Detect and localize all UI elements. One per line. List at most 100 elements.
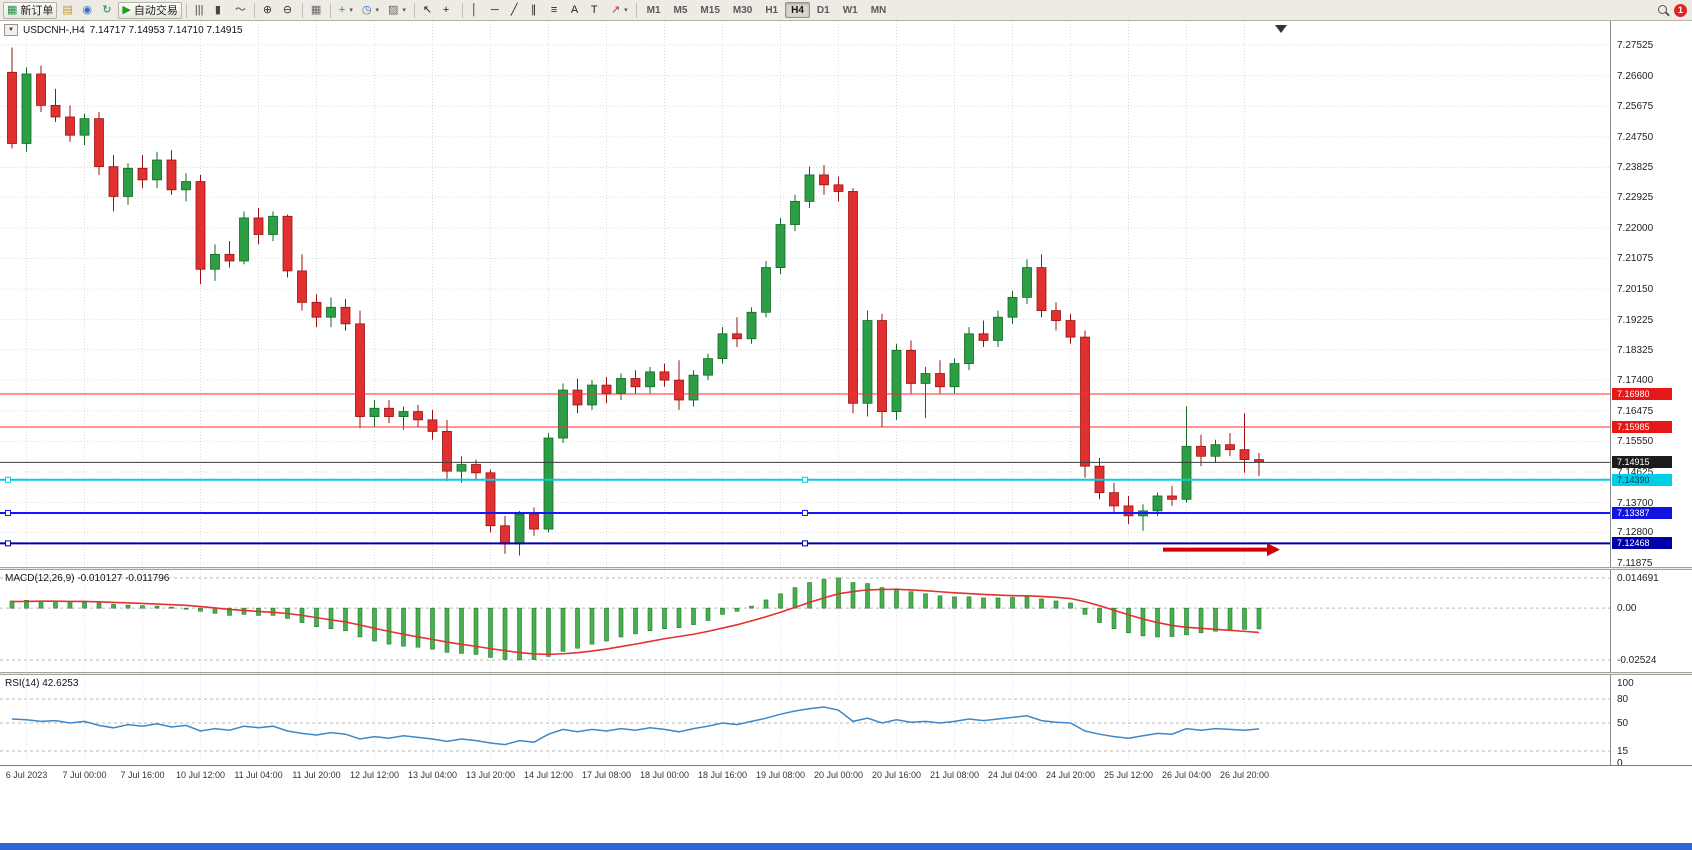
timeframe-h4-button[interactable]: H4 (785, 2, 810, 18)
auto-trading-button[interactable]: ▶ 自动交易 (118, 1, 182, 19)
arrow-icon: ↗ (610, 3, 621, 16)
price-tick: 7.27525 (1617, 40, 1654, 51)
rsi-axis-label: 100 (1617, 678, 1634, 689)
line-chart-button[interactable]: ～ (231, 2, 250, 19)
timeframe-m1-button[interactable]: M1 (646, 4, 661, 16)
time-axis-label: 26 Jul 04:00 (1161, 770, 1212, 780)
price-tick: 7.16475 (1617, 405, 1654, 417)
time-axis-label: 25 Jul 12:00 (1103, 770, 1154, 780)
time-axis-label: 6 Jul 2023 (5, 770, 48, 780)
crosshair-button[interactable]: + (439, 2, 458, 19)
label-button[interactable]: T (587, 2, 606, 19)
crosshair-icon: + (442, 3, 450, 16)
macd-chart (0, 570, 1610, 672)
template-icon: ▨ (387, 3, 399, 16)
label-icon: T (590, 3, 598, 16)
main-chart-pane[interactable]: 7.27525 7.26600 7.25675 7.24750 7.23825 7.229… (0, 21, 1692, 569)
rsi-axis: 100 80 50 15 0 (1610, 675, 1692, 769)
chart-shift-marker[interactable] (1275, 25, 1287, 33)
level-line-handle[interactable] (802, 509, 808, 516)
text-button[interactable]: A (567, 2, 586, 19)
level-line-handle[interactable] (802, 540, 808, 547)
time-axis-label: 18 Jul 16:00 (697, 770, 748, 780)
layouts-button[interactable]: ▤ (58, 2, 77, 19)
rsi-axis-label: 50 (1617, 718, 1629, 729)
time-axis-label: 12 Jul 12:00 (349, 770, 400, 780)
new-order-button[interactable]: ▦ 新订单 (3, 1, 58, 19)
time-axis-label: 21 Jul 08:00 (929, 770, 980, 780)
price-tick: 7.26600 (1617, 70, 1654, 82)
price-tick: 7.13700 (1617, 497, 1654, 509)
arrows-button[interactable]: ↗ ▾ (607, 2, 632, 19)
zoom-in-button[interactable]: ⊕ (259, 2, 278, 19)
timeframe-w1-button[interactable]: W1 (842, 4, 858, 16)
time-axis-label: 7 Jul 00:00 (62, 770, 107, 780)
candlestick-chart-button[interactable]: ▮ (211, 2, 230, 19)
timeframe-mn-button[interactable]: MN (870, 4, 887, 16)
pane-separator[interactable] (0, 567, 1692, 570)
caret-down-icon: ▾ (375, 7, 379, 14)
timeframe-m5-button[interactable]: M5 (673, 4, 688, 16)
cursor-button[interactable]: ↖ (419, 2, 438, 19)
pane-separator[interactable] (0, 672, 1692, 675)
window-filler (0, 785, 1692, 843)
horizontal-line-button[interactable]: ─ (487, 2, 506, 19)
new-order-button-label: 新订单 (20, 5, 54, 17)
bar-chart-button[interactable]: ||| (191, 2, 210, 19)
channel-icon: ∥ (530, 3, 537, 16)
level-line-handle[interactable] (5, 476, 11, 483)
price-tag: 7.16980 (1612, 388, 1672, 401)
vertical-line-button[interactable]: │ (467, 2, 486, 19)
refresh-button[interactable]: ↻ (98, 2, 117, 19)
fibonacci-icon: ≡ (550, 3, 558, 16)
zoom-out-button[interactable]: ⊖ (279, 2, 298, 19)
time-axis-label: 24 Jul 20:00 (1045, 770, 1096, 780)
notification-badge[interactable]: 1 (1674, 3, 1687, 17)
level-line-handle[interactable] (5, 509, 11, 516)
timeframe-m30-button[interactable]: M30 (732, 4, 753, 16)
time-axis[interactable]: 6 Jul 2023 7 Jul 00:00 7 Jul 16:00 10 Jul 1… (0, 765, 1692, 785)
price-tick: 7.24750 (1617, 131, 1654, 143)
chart-menu-button[interactable]: ▼ (4, 24, 18, 36)
macd-axis-label: -0.02524 (1617, 655, 1657, 666)
level-line-handle[interactable] (5, 540, 11, 547)
timeframe-d1-button[interactable]: D1 (816, 4, 830, 16)
toolbar-separator (413, 2, 415, 18)
timeframe-m15-button[interactable]: M15 (700, 4, 720, 16)
toolbar-separator (185, 2, 187, 18)
toolbar-right: 1 (1656, 3, 1689, 17)
toolbar-separator (461, 2, 463, 18)
time-axis-label: 26 Jul 20:00 (1219, 770, 1270, 780)
time-axis-label: 18 Jul 00:00 (639, 770, 690, 780)
trendline-button[interactable]: ╱ (507, 2, 526, 19)
profiles-button[interactable]: ◉ (78, 2, 97, 19)
level-line-handle[interactable] (802, 476, 808, 483)
clock-icon: ◷ (361, 3, 372, 16)
price-axis[interactable]: 7.27525 7.26600 7.25675 7.24750 7.23825 7.229… (1610, 21, 1692, 569)
macd-pane[interactable]: 0.014691 0.00 -0.02524 MACD(12,26,9) -0.01… (0, 570, 1692, 672)
auto-trading-icon: ▶ (122, 3, 131, 16)
search-icon[interactable] (1656, 3, 1670, 17)
price-tick: 7.25675 (1617, 101, 1654, 113)
price-tag: 7.15985 (1612, 420, 1672, 433)
timeframe-h1-button[interactable]: H1 (765, 4, 779, 16)
bar-chart-icon: ||| (194, 3, 204, 16)
price-tick: 7.12800 (1617, 527, 1654, 539)
indicators-button[interactable]: + ▾ (335, 2, 357, 19)
auto-trading-button-label: 自动交易 (133, 5, 178, 17)
rsi-pane[interactable]: 100 80 50 15 0 RSI(14) 42.6253 (0, 675, 1692, 769)
channel-button[interactable]: ∥ (527, 2, 546, 19)
candles (7, 47, 1264, 556)
macd-axis: 0.014691 0.00 -0.02524 (1610, 570, 1692, 672)
templates-button[interactable]: ▨ ▾ (384, 2, 410, 19)
price-tick: 7.15550 (1617, 436, 1654, 448)
periods-button[interactable]: ◷ ▾ (358, 2, 383, 19)
symbol-period-label: USDCNH-,H4 (23, 24, 85, 36)
candlestick-chart[interactable] (0, 21, 1610, 567)
toolbar-separator (635, 2, 637, 18)
toolbar-separator (301, 2, 303, 18)
red-arrow-head[interactable] (1267, 543, 1280, 557)
tile-windows-button[interactable]: ▦ (307, 2, 326, 19)
fibonacci-button[interactable]: ≡ (547, 2, 566, 19)
price-tag: 7.13387 (1612, 506, 1672, 519)
